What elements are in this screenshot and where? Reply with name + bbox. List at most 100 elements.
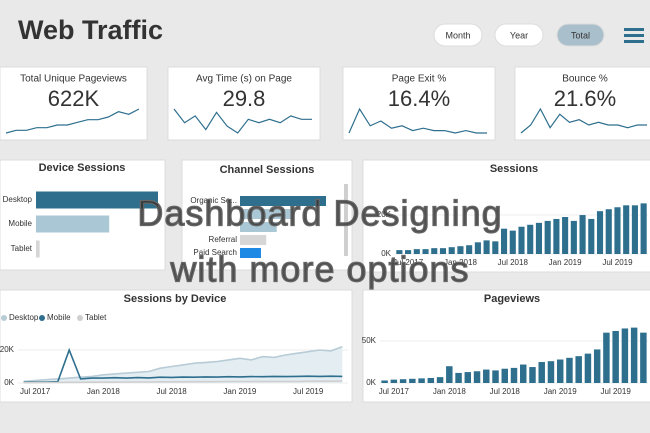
- x-tick-label: Jan 2019: [223, 387, 256, 396]
- kpi-card: [0, 66, 148, 141]
- bar: [473, 371, 481, 383]
- x-tick-label: Jul 2017: [393, 258, 424, 267]
- kpi-value: 29.8: [223, 86, 266, 111]
- legend-dot: [39, 315, 45, 321]
- x-tick-label: Jul 2018: [156, 387, 187, 396]
- x-tick-label: Jul 2019: [601, 387, 632, 396]
- category-label: Mobile: [8, 219, 32, 228]
- kpi-value: 622K: [48, 86, 100, 111]
- bar: [36, 215, 110, 233]
- bar: [518, 226, 525, 254]
- bar: [509, 230, 516, 254]
- bar: [547, 361, 555, 383]
- bar: [631, 205, 638, 254]
- chart-title: Device Sessions: [39, 162, 126, 174]
- chart-title: Pageviews: [484, 293, 540, 305]
- bar: [630, 327, 638, 383]
- filter-button[interactable]: [494, 23, 544, 47]
- legend-label: Desktop: [9, 313, 39, 322]
- sparkline: [5, 108, 140, 134]
- bar: [621, 328, 629, 383]
- line: [23, 380, 343, 384]
- bar: [436, 377, 444, 383]
- bar: [418, 378, 425, 383]
- y-tick-label: 0K: [366, 378, 376, 387]
- sparkline: [173, 108, 312, 134]
- legend-dot: [1, 315, 7, 321]
- x-tick-label: Jan 2018: [444, 258, 477, 267]
- filter-button[interactable]: [556, 23, 605, 47]
- bar: [405, 250, 412, 254]
- bar: [431, 248, 438, 254]
- filter-button-label: Total: [571, 30, 590, 40]
- category-label: Paid Search: [193, 248, 237, 257]
- chart-title: Sessions by Device: [124, 293, 227, 305]
- x-tick-label: Jan 2019: [549, 258, 582, 267]
- menu-bar: [624, 28, 644, 31]
- category-label: Tablet: [11, 244, 33, 253]
- line: [23, 345, 343, 383]
- line: [23, 347, 343, 384]
- chart-title: Channel Sessions: [220, 164, 315, 176]
- bar: [535, 222, 543, 254]
- sparkline: [348, 107, 487, 134]
- kpi-title: Avg Time (s) on Page: [196, 74, 292, 85]
- kpi-title: Bounce %: [562, 74, 608, 85]
- bar: [588, 218, 595, 254]
- legend-label: Mobile: [47, 313, 71, 322]
- bar: [527, 224, 534, 254]
- bar: [544, 220, 551, 254]
- menu-icon[interactable]: [624, 28, 644, 43]
- category-label: Organic Se...: [190, 196, 237, 205]
- bar: [603, 332, 610, 383]
- bar: [510, 367, 518, 383]
- bar: [623, 205, 630, 254]
- bar: [399, 379, 407, 383]
- category-label: Desktop: [3, 195, 33, 204]
- filter-button[interactable]: [433, 23, 483, 47]
- y-tick-label: 50K: [362, 336, 377, 345]
- y-tick-label: 0K: [4, 378, 14, 387]
- bar: [36, 191, 158, 209]
- area: [23, 346, 343, 383]
- bar: [612, 330, 619, 383]
- page-title: Web Traffic: [18, 15, 163, 45]
- bar: [492, 370, 499, 383]
- bar: [593, 349, 601, 383]
- bar: [483, 369, 490, 383]
- legend-dot: [77, 315, 83, 321]
- x-tick-label: Jul 2018: [498, 258, 529, 267]
- chart-card: [0, 289, 353, 403]
- bar: [501, 368, 508, 383]
- x-tick-label: Jul 2017: [20, 387, 51, 396]
- bar: [640, 203, 647, 254]
- chart-card: [0, 159, 166, 271]
- bar: [556, 359, 564, 383]
- bar: [240, 235, 267, 245]
- kpi-card: [167, 66, 321, 141]
- kpi-value: 16.4%: [388, 86, 450, 111]
- bar: [390, 379, 398, 383]
- bar: [422, 249, 429, 254]
- bar: [396, 250, 403, 254]
- filter-button-label: Year: [510, 30, 528, 40]
- legend-label: Tablet: [85, 313, 107, 322]
- x-tick-label: Jul 2019: [602, 258, 633, 267]
- bar: [466, 245, 473, 254]
- y-tick-label: 0K: [381, 249, 391, 258]
- bar: [446, 366, 453, 383]
- bar: [553, 218, 560, 254]
- bar: [614, 207, 621, 254]
- x-tick-label: Jan 2019: [544, 387, 577, 396]
- bar: [575, 356, 582, 383]
- bar: [605, 209, 612, 254]
- bar: [584, 353, 592, 383]
- kpi-title: Page Exit %: [392, 74, 447, 85]
- bar: [427, 377, 435, 383]
- scrollbar[interactable]: [344, 184, 348, 256]
- bar: [455, 372, 462, 383]
- x-tick-label: Jul 2019: [293, 387, 324, 396]
- bar: [240, 209, 293, 219]
- chart-title: Sessions: [490, 163, 538, 175]
